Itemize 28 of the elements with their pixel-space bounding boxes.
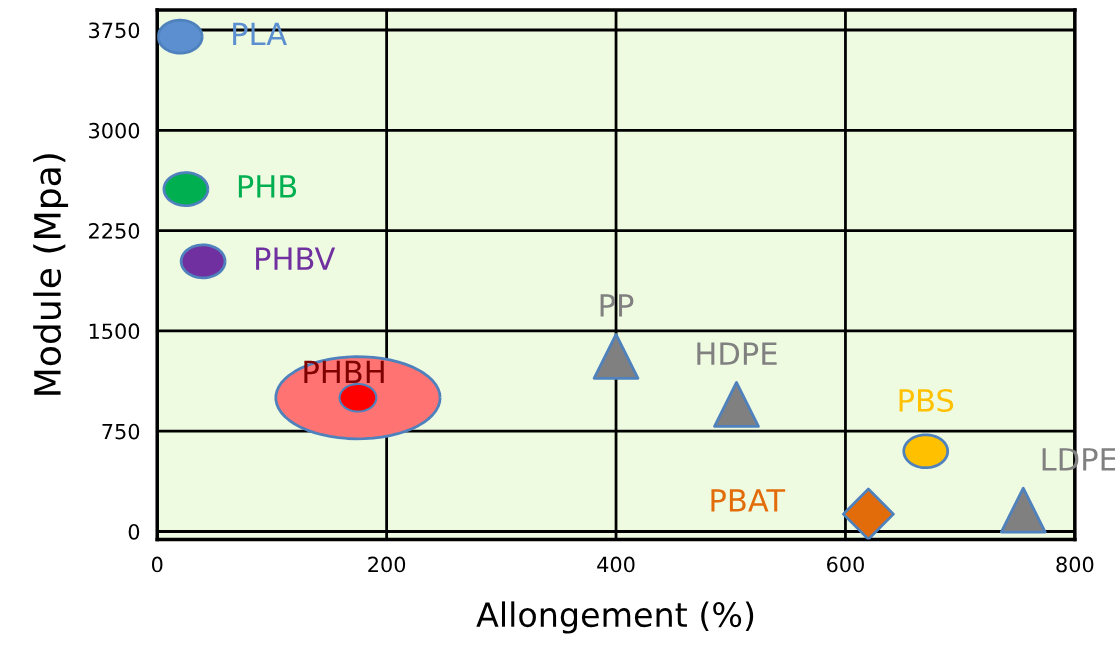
point [713, 381, 760, 428]
y-tick-label: 0 [128, 523, 140, 540]
x-tick-label: 600 [827, 556, 864, 573]
y-tick-label: 1500 [89, 323, 140, 340]
series-label: PHB [238, 175, 297, 198]
series-label: PHBV [256, 247, 336, 270]
x-tick-label: 200 [368, 556, 406, 573]
point [999, 486, 1047, 534]
series-label: PBS [899, 388, 954, 413]
point [338, 382, 378, 413]
series-label: HDPE [697, 342, 777, 365]
y-tick-label: 3000 [89, 122, 140, 139]
point [902, 433, 950, 470]
point [841, 487, 895, 540]
x-tick-label: 800 [1056, 556, 1094, 573]
point [179, 243, 227, 280]
x-axis-title: Allongement (%) [476, 601, 754, 634]
y-axis-title: Module (Mpa) [33, 154, 69, 395]
point [592, 332, 640, 380]
series-label: PHBH [304, 360, 384, 384]
series-label: PBAT [711, 489, 786, 512]
point [162, 171, 210, 207]
y-tick-label: 2250 [89, 223, 140, 239]
y-tick-label: 3750 [89, 22, 140, 39]
x-tick-label: 0 [151, 556, 163, 573]
y-tick-label: 750 [102, 423, 140, 440]
point [157, 18, 204, 55]
x-tick-label: 400 [597, 556, 635, 573]
